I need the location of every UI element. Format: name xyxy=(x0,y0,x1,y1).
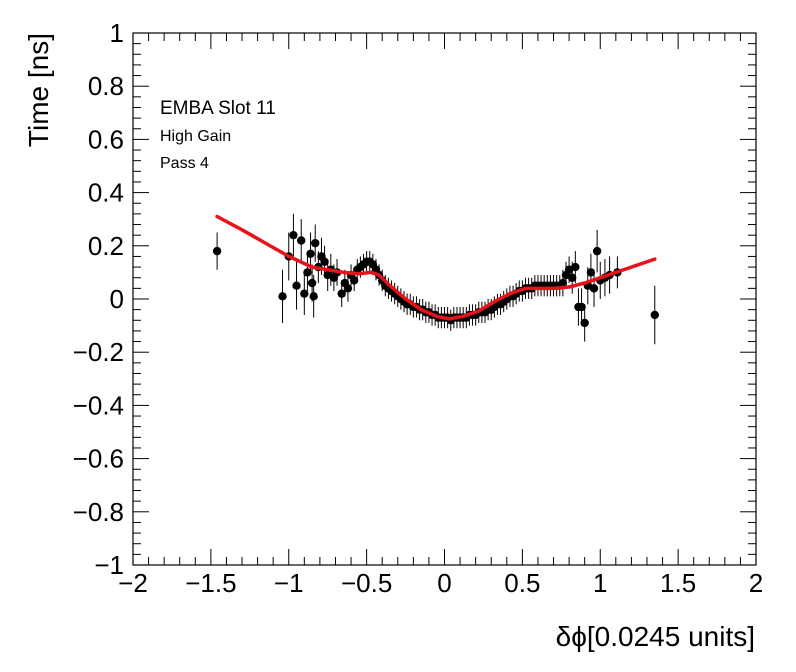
data-point xyxy=(278,292,287,301)
data-point xyxy=(568,273,577,282)
x-tick-label: 0.5 xyxy=(504,568,540,598)
data-point xyxy=(343,284,353,293)
x-tick-label: −1.5 xyxy=(185,568,236,598)
y-tick-label: 0.4 xyxy=(88,178,124,208)
data-point xyxy=(592,246,602,256)
data-point xyxy=(580,318,589,328)
annotation-pass: Pass 4 xyxy=(160,155,209,172)
data-point xyxy=(311,238,320,248)
data-point xyxy=(320,257,329,266)
y-tick-label: −0.8 xyxy=(73,497,124,527)
axis-ticks xyxy=(132,32,757,566)
x-tick-label: 1.5 xyxy=(660,568,696,598)
x-tick-label: −0.5 xyxy=(341,568,392,598)
x-axis-title: δϕ[0.0245 units] xyxy=(556,621,755,652)
y-tick-label: 1 xyxy=(110,18,124,48)
annotation-gain: High Gain xyxy=(160,128,231,145)
data-point xyxy=(303,268,312,277)
x-tick-label: 1 xyxy=(593,568,607,598)
data-point xyxy=(306,249,315,258)
tick-labels: −2 −1.5 −1 −0.5 0 0.5 1 1.5 2 −1 −0.8 −0.6 −0.4 −0.2 0… xyxy=(73,18,764,598)
y-tick-label: 0.6 xyxy=(88,124,124,154)
annotation-slot: EMBA Slot 11 xyxy=(160,98,276,119)
data-point xyxy=(558,278,568,288)
y-tick-label: −0.4 xyxy=(73,390,124,420)
data-point xyxy=(589,284,599,293)
fit-curve xyxy=(215,214,657,321)
data-point xyxy=(289,230,298,240)
y-tick-label: −1 xyxy=(94,550,124,580)
data-point xyxy=(571,262,580,272)
y-tick-label: 0.2 xyxy=(88,231,124,261)
x-tick-label: −2 xyxy=(118,568,148,598)
plot-frame xyxy=(132,32,757,566)
data-point xyxy=(577,302,586,312)
y-tick-label: −0.6 xyxy=(73,444,124,474)
data-point xyxy=(650,310,659,320)
y-tick-label: −0.2 xyxy=(73,337,124,367)
x-tick-label: 2 xyxy=(749,568,763,598)
data-point xyxy=(349,276,359,285)
data-point xyxy=(586,268,596,277)
data-point xyxy=(300,289,309,298)
data-point xyxy=(212,246,222,256)
y-axis-title: Time [ns] xyxy=(23,33,54,147)
y-tick-label: 0 xyxy=(110,284,124,314)
y-tick-label: 0.8 xyxy=(88,71,124,101)
data-point xyxy=(337,289,346,298)
data-point xyxy=(307,278,317,288)
x-tick-label: 0 xyxy=(437,568,451,598)
data-point xyxy=(292,281,301,290)
x-tick-label: −1 xyxy=(274,568,304,598)
data-point xyxy=(309,292,318,301)
data-point xyxy=(297,236,306,245)
